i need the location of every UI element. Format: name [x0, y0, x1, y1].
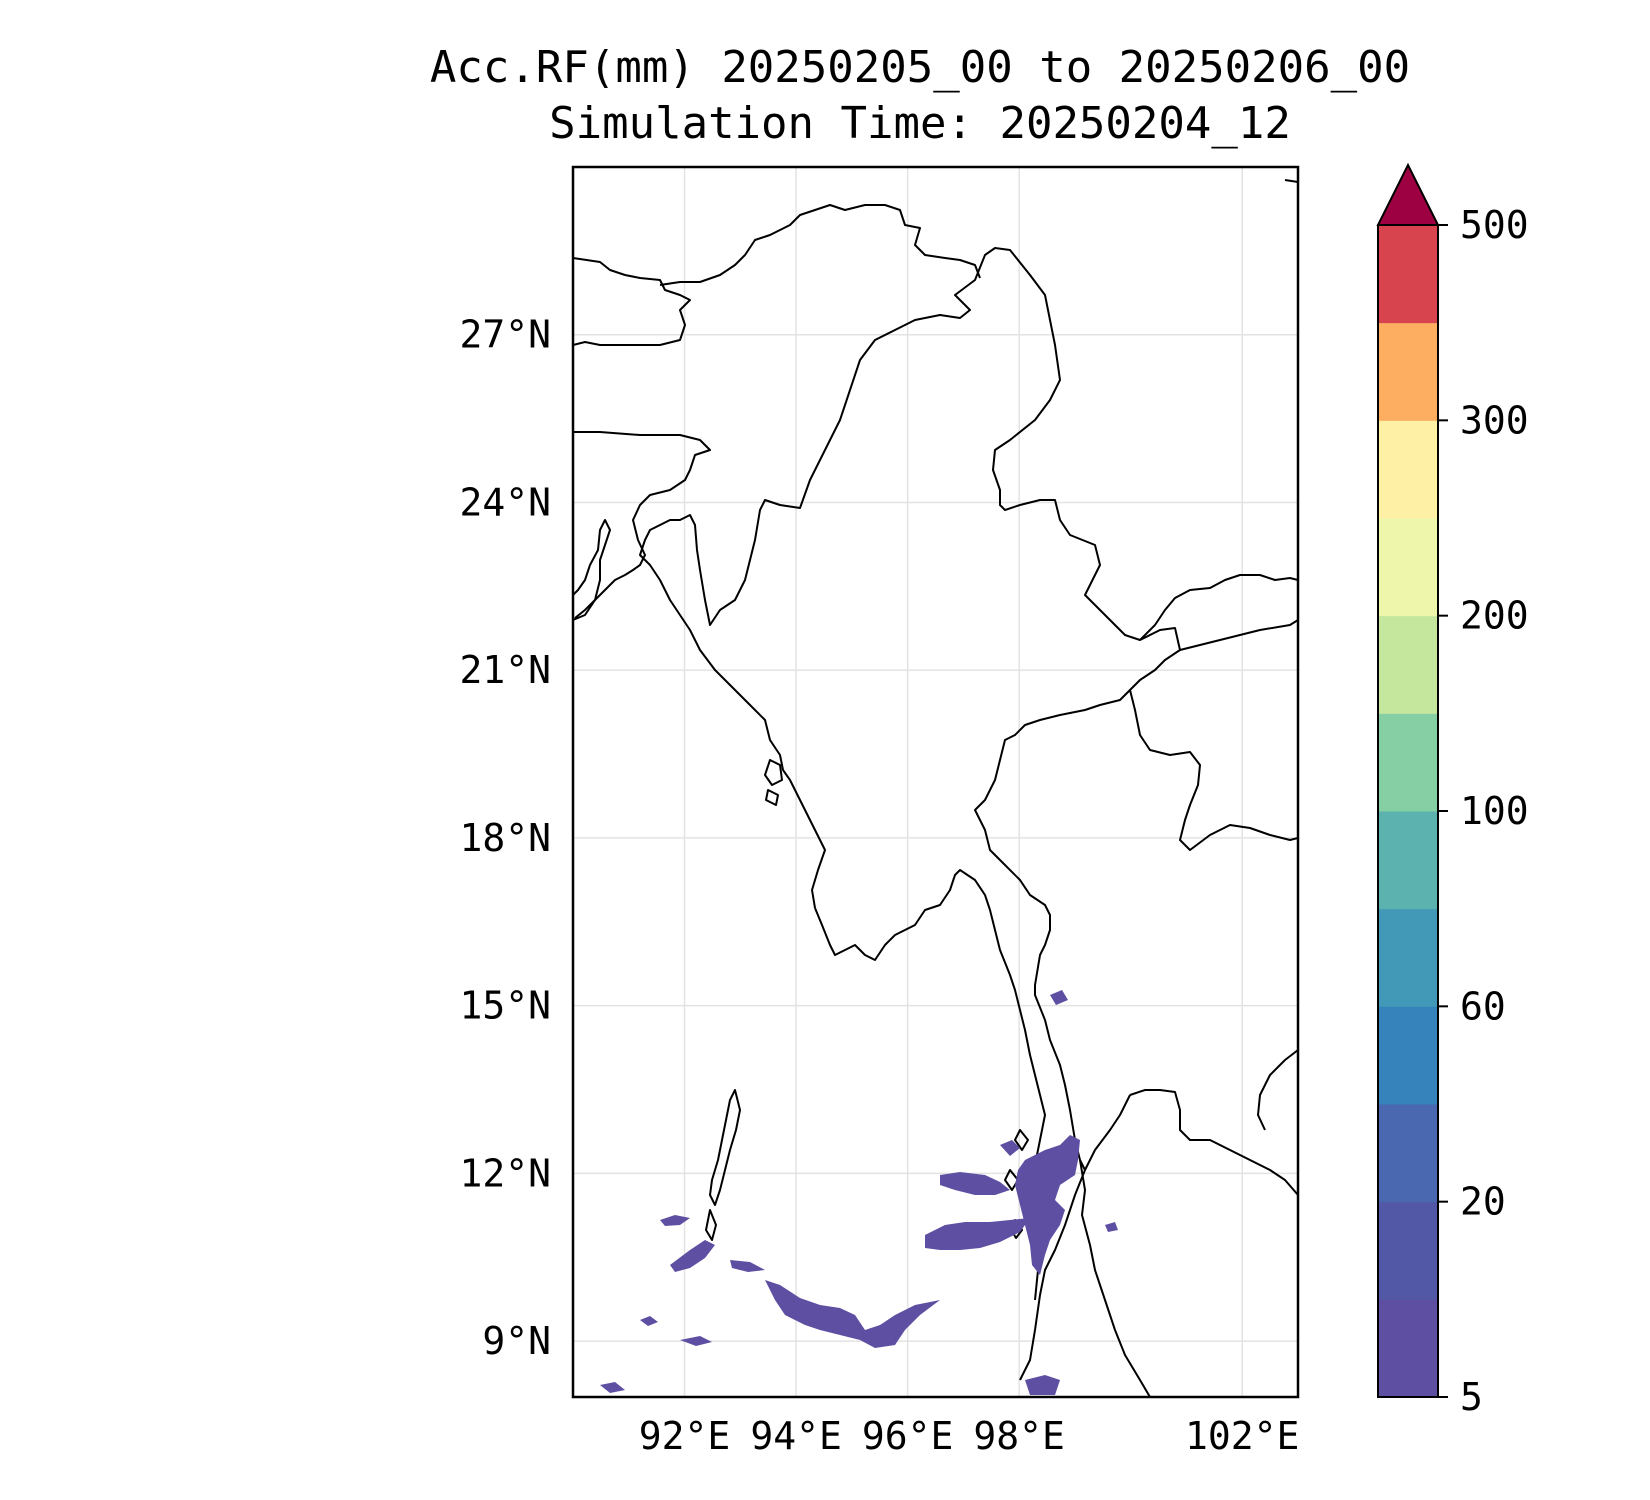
map-frame	[571, 165, 1300, 1399]
colorbar-segment	[1378, 420, 1438, 519]
colorbar-segment	[1378, 1201, 1438, 1300]
rain-band-5	[730, 1260, 765, 1272]
rain-band-11	[1105, 1222, 1118, 1232]
lat-tick-label: 12°N	[459, 1151, 551, 1195]
lon-tick-label: 96°E	[862, 1414, 954, 1458]
thailand-laos-border	[1179, 619, 1298, 651]
rain-band-9	[1025, 1375, 1060, 1395]
rain-band-8	[600, 1382, 625, 1393]
lon-tick-label: 92°E	[639, 1414, 731, 1458]
colorbar-tick-label: 5	[1460, 1375, 1483, 1419]
colorbar-tick-label: 500	[1460, 203, 1529, 247]
colorbar-segment	[1378, 1299, 1438, 1398]
malay-coast	[1084, 1094, 1131, 1171]
rain-band-6	[1000, 1140, 1020, 1156]
map-subtitle: Simulation Time: 20250204_12	[549, 98, 1291, 149]
colorbar-segment	[1378, 322, 1438, 421]
precipitation-shading	[600, 990, 1118, 1395]
colorbar: 5 20 60 100 200 300 500	[1376, 162, 1529, 1419]
cambodia-border	[1257, 1049, 1298, 1131]
lon-tick-label: 98°E	[973, 1414, 1065, 1458]
rain-band-3	[765, 1280, 940, 1348]
rain-band-2	[925, 1218, 1030, 1250]
delta-coast	[814, 869, 1046, 1301]
north-border-east	[659, 204, 981, 286]
lat-tick-label: 18°N	[459, 816, 551, 860]
north-border	[573, 257, 691, 346]
map-title: Acc.RF(mm) 20250205_00 to 20250206_00	[429, 42, 1411, 93]
rain-band-7	[1050, 990, 1068, 1005]
colorbar-segment	[1378, 908, 1438, 1007]
rain-band-4	[670, 1240, 715, 1272]
lat-tick-label: 9°N	[482, 1319, 551, 1363]
lat-tick-label: 15°N	[459, 984, 551, 1028]
colorbar-segment	[1378, 811, 1438, 910]
cheduba-island	[765, 789, 779, 806]
colorbar-tick-label: 60	[1460, 984, 1506, 1028]
colorbar-tick-label: 100	[1460, 789, 1529, 833]
lon-tick-label: 94°E	[750, 1414, 842, 1458]
colorbar-extend-arrow	[1376, 162, 1440, 226]
colorbar-segment	[1378, 1104, 1438, 1203]
peninsula-east	[1079, 1159, 1151, 1397]
lat-tick-label: 21°N	[459, 648, 551, 692]
ne-corner-coast	[1284, 179, 1298, 183]
laos-border	[1139, 574, 1298, 641]
lat-tick-label: 27°N	[459, 313, 551, 357]
colorbar-segment	[1378, 225, 1438, 324]
colorbar-segment	[1378, 518, 1438, 617]
lat-tick-label: 24°N	[459, 480, 551, 524]
colorbar-segment	[1378, 713, 1438, 812]
map-area	[573, 167, 1298, 1397]
colorbar-segment	[1378, 1006, 1438, 1105]
myanmar-outline	[639, 247, 1181, 1381]
map-gridlines	[573, 167, 1298, 1397]
rain-band-12	[640, 1316, 658, 1326]
rain-band-13	[680, 1336, 712, 1346]
latitude-labels: 27°N 24°N 21°N 18°N 15°N 12°N 9°N	[459, 313, 551, 1363]
ramree-island	[764, 759, 783, 786]
colorbar-segment	[1378, 615, 1438, 714]
colorbar-tick-label: 200	[1460, 594, 1529, 638]
west-border	[573, 431, 711, 619]
bangladesh-coast	[573, 519, 611, 621]
andaman-islands	[709, 1089, 741, 1206]
rain-band-10	[660, 1215, 690, 1226]
lon-tick-label: 102°E	[1185, 1414, 1299, 1458]
little-andaman	[705, 1209, 717, 1241]
longitude-labels: 92°E 94°E 96°E 98°E 102°E	[639, 1414, 1300, 1458]
thailand-north-border	[1129, 689, 1298, 851]
rain-patch-mergui	[1015, 1135, 1080, 1275]
gulf-coast	[1129, 1089, 1298, 1196]
colorbar-tick-label: 20	[1460, 1180, 1506, 1224]
colorbar-tick-label: 300	[1460, 398, 1529, 442]
rain-band-1	[940, 1172, 1010, 1195]
